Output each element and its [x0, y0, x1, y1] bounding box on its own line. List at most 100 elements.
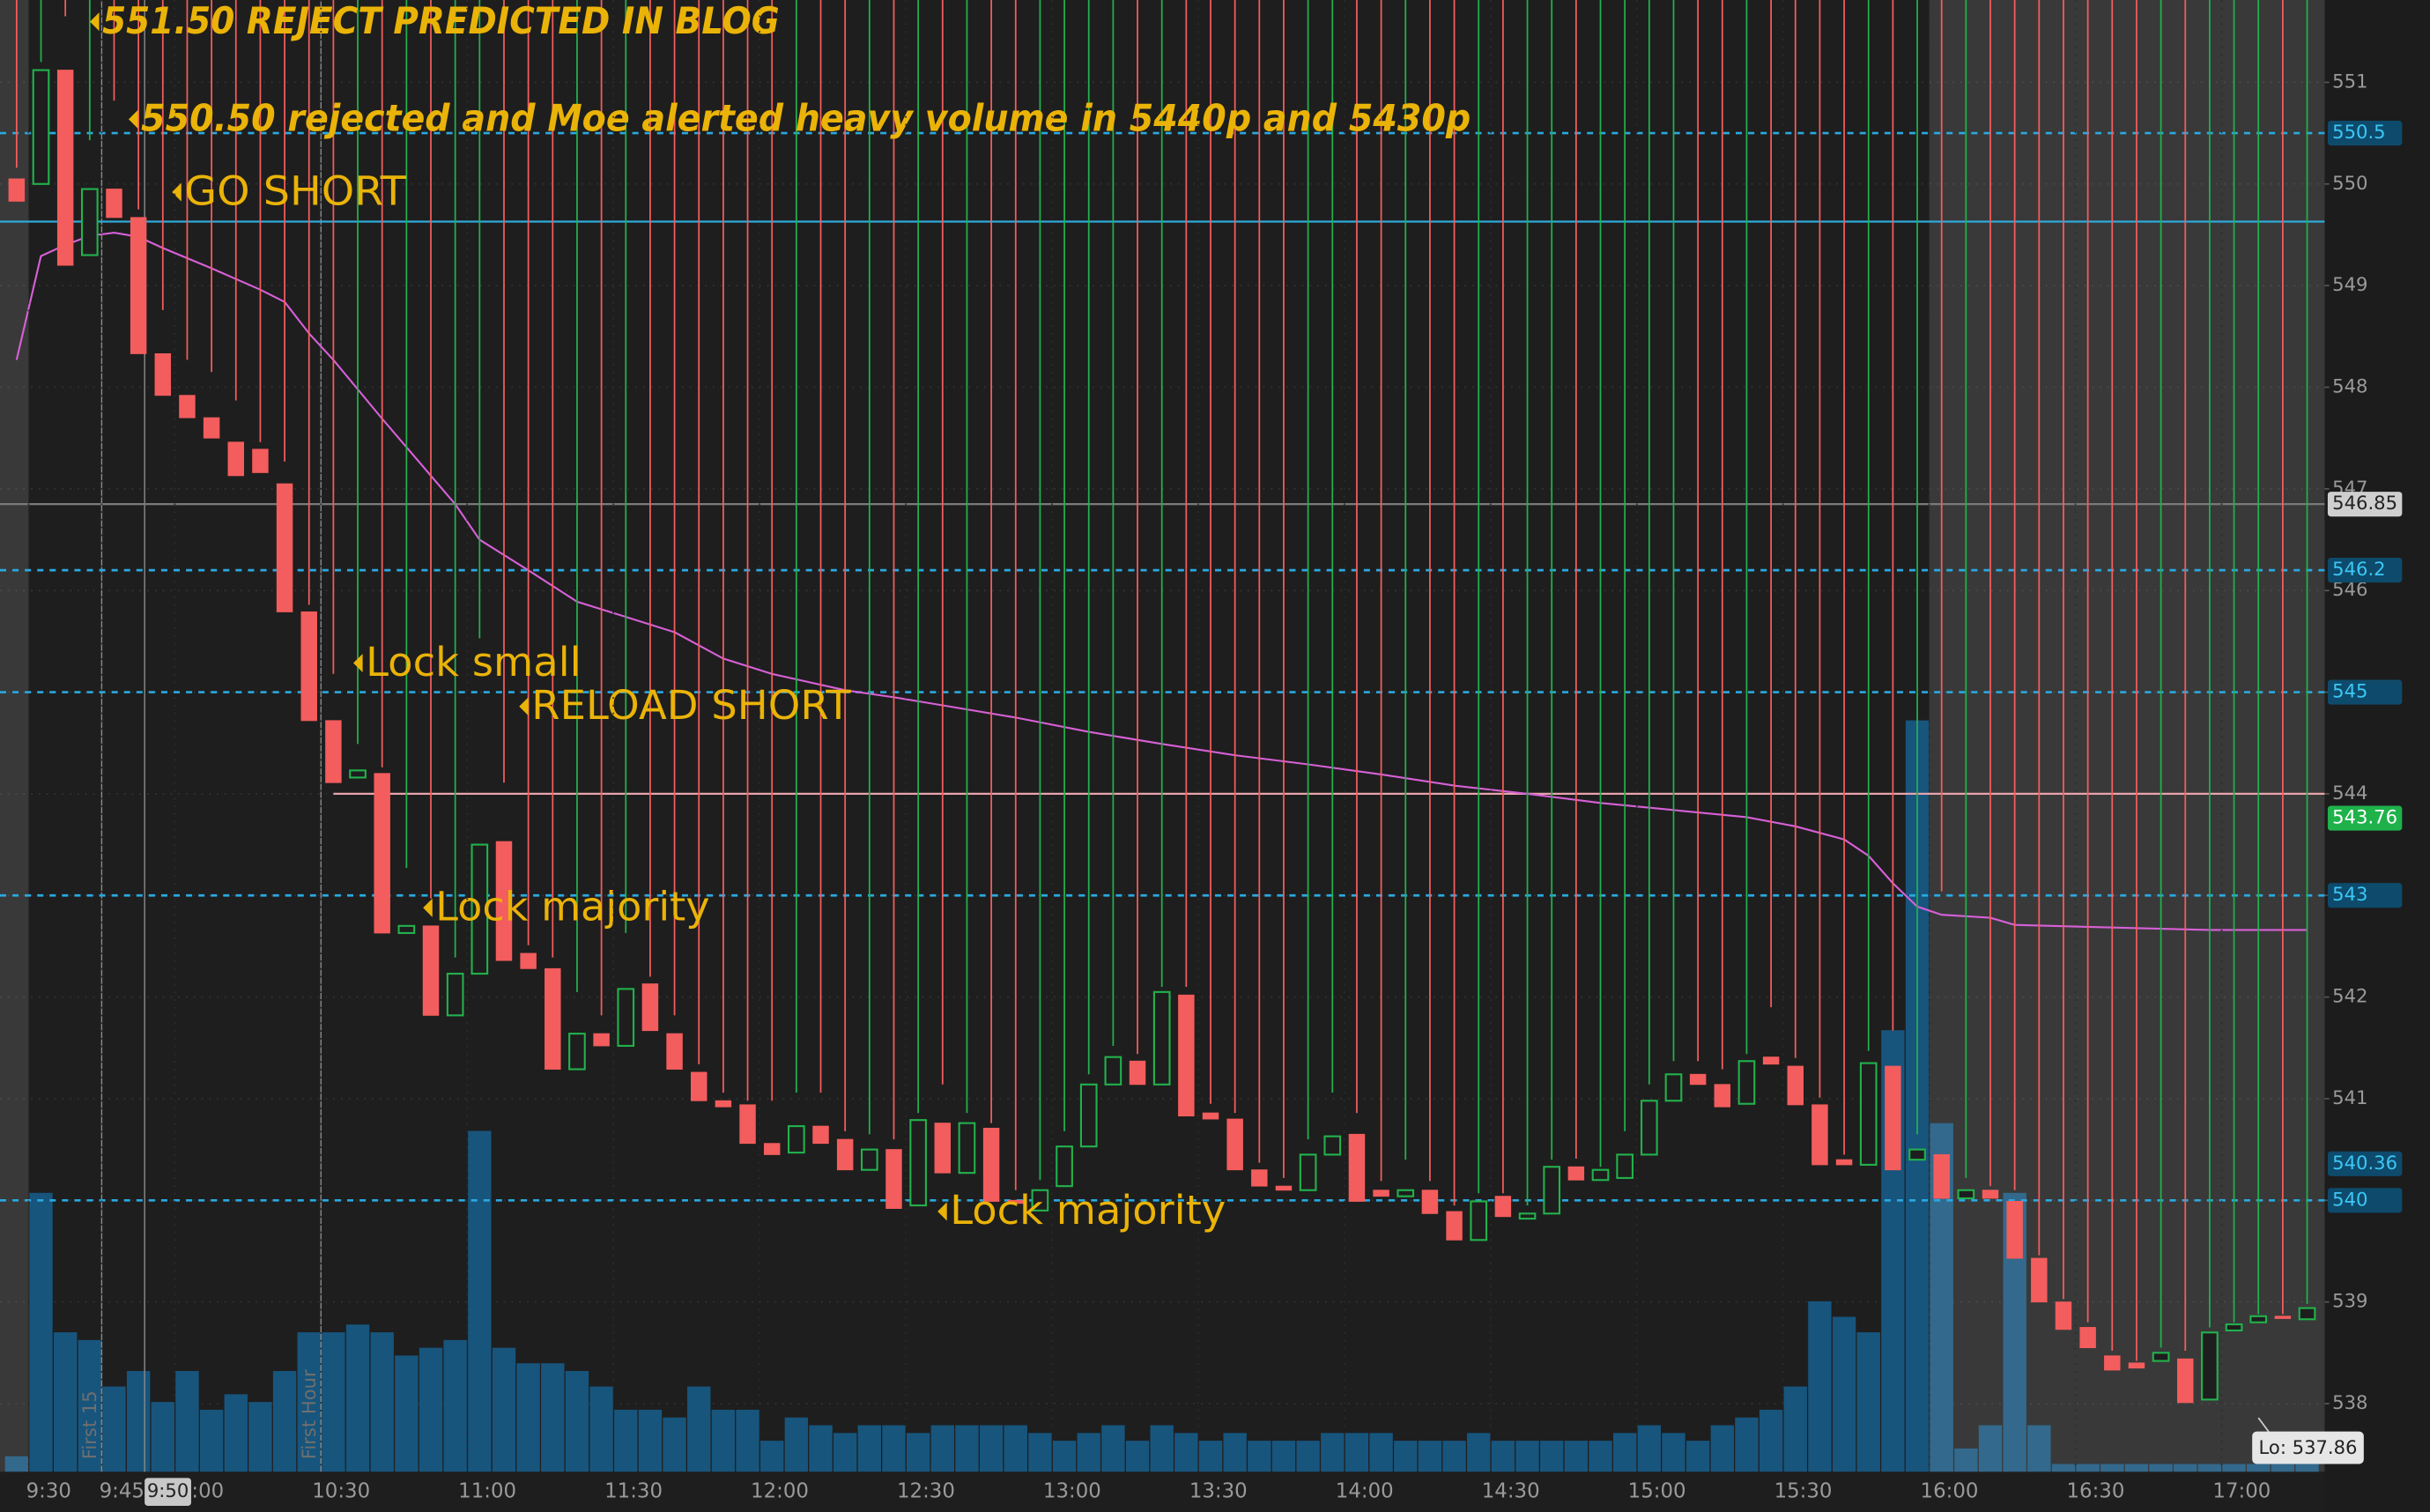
candle-body [1762, 1056, 1780, 1065]
candle-body [2079, 1327, 2096, 1348]
candle-body [1056, 1145, 1073, 1188]
annotation-pointer [937, 1202, 947, 1221]
volume-bar [1491, 1441, 1515, 1472]
x-tick-label: 14:00 [1336, 1480, 1394, 1503]
candle-body [8, 178, 26, 202]
session-marker-label: First Hour [298, 1369, 320, 1459]
annotation: 550.50 rejected and Moe alerted heavy vo… [141, 97, 1471, 140]
volume-bar [1954, 1448, 1978, 1472]
volume-bar [1223, 1433, 1247, 1472]
y-tick-label: 544 [2332, 782, 2367, 804]
volume-bar [2295, 1464, 2319, 1472]
volume-bar [1759, 1409, 1783, 1472]
candle-body [446, 973, 464, 1017]
volume-bar [614, 1409, 638, 1472]
candle-body [1982, 1190, 1999, 1199]
low-callout: Lo: 537.86 [2259, 1436, 2358, 1458]
candle-body [2128, 1362, 2145, 1369]
candle-body [788, 1125, 805, 1154]
price-badge-label: 543.76 [2332, 806, 2397, 828]
volume-bar [930, 1425, 954, 1472]
volume-bar [4, 1456, 29, 1472]
price-axis-panel [2324, 0, 2430, 1512]
candle-body [885, 1149, 902, 1209]
x-tick-label: 16:30 [2066, 1480, 2124, 1503]
annotation-pointer [519, 697, 529, 716]
volume-bar [736, 1409, 759, 1472]
price-badge-label: 550.5 [2332, 121, 2385, 143]
candle-body [2055, 1301, 2072, 1330]
volume-bar [1783, 1386, 1807, 1472]
volume-bar [711, 1409, 736, 1472]
candle-body [617, 988, 635, 1048]
volume-bar [565, 1371, 589, 1472]
price-badge [2327, 1188, 2403, 1213]
volume-bar [102, 1386, 126, 1472]
candle-body [812, 1125, 829, 1145]
volume-bar [1125, 1441, 1150, 1472]
price-badge [2327, 1151, 2403, 1176]
annotation: RELOAD SHORT [531, 682, 851, 729]
candle-body [2298, 1307, 2316, 1321]
cursor-badge [144, 1478, 191, 1506]
candle-body [1859, 1062, 1878, 1166]
candle-body [715, 1100, 732, 1108]
candle-body [1348, 1133, 1366, 1202]
annotation: 551.50 REJECT PREDICTED IN BLOG [102, 0, 780, 42]
low-callout-box [2252, 1431, 2364, 1464]
annotation: GO SHORT [184, 167, 407, 214]
price-badge [2327, 121, 2403, 146]
price-badge-label: 546.2 [2332, 558, 2385, 580]
price-badge [2327, 679, 2403, 705]
volume-bar [468, 1130, 492, 1472]
extended-hours-shade [0, 0, 29, 1472]
candle-body [1811, 1104, 1828, 1166]
volume-bar [955, 1425, 979, 1472]
volume-bar [1369, 1433, 1393, 1472]
session-marker-label: First 15 [78, 1390, 100, 1459]
x-tick-label: 12:30 [897, 1480, 955, 1503]
volume-bar [2197, 1464, 2222, 1472]
price-badge-label: 543 [2332, 883, 2367, 905]
candle-body [1714, 1084, 1731, 1108]
candle-body [1591, 1168, 1610, 1182]
volume-bar [663, 1417, 686, 1472]
x-tick-label: 14:30 [1482, 1480, 1540, 1503]
candle-body [836, 1138, 854, 1171]
candle-body [1737, 1060, 1756, 1105]
candle-body [495, 841, 513, 961]
volume-bar [1394, 1441, 1418, 1472]
candle-body [56, 70, 74, 266]
candle-body [32, 69, 50, 185]
y-tick-label: 542 [2332, 985, 2367, 1007]
volume-bar [224, 1394, 248, 1472]
volume-bar [1418, 1441, 1442, 1472]
volume-bar [1198, 1441, 1223, 1472]
volume-bar [1296, 1441, 1320, 1472]
volume-bar [395, 1355, 419, 1472]
volume-bar [1685, 1441, 1710, 1472]
candle-body [641, 983, 659, 1032]
candle-body [1567, 1166, 1585, 1181]
volume-bar [857, 1425, 882, 1472]
volume-bar [1028, 1433, 1052, 1472]
volume-bar [833, 1433, 857, 1472]
candle-body [1202, 1112, 1219, 1120]
candle-body [397, 924, 416, 934]
y-tick-label: 548 [2332, 374, 2367, 397]
candle-body [1518, 1212, 1537, 1220]
volume-bar [1808, 1301, 1832, 1472]
candle-body [860, 1148, 878, 1171]
volume-bar [1321, 1433, 1345, 1472]
y-tick-label: 538 [2332, 1391, 2367, 1413]
volume-bar [1271, 1441, 1296, 1472]
candle-body [1835, 1159, 1853, 1166]
annotation: Lock majority [950, 1187, 1226, 1234]
volume-bar [345, 1324, 370, 1472]
volume-bar [1612, 1433, 1637, 1472]
candle-body [2104, 1355, 2121, 1371]
volume-bar [1052, 1441, 1077, 1472]
volume-bar [516, 1363, 540, 1472]
